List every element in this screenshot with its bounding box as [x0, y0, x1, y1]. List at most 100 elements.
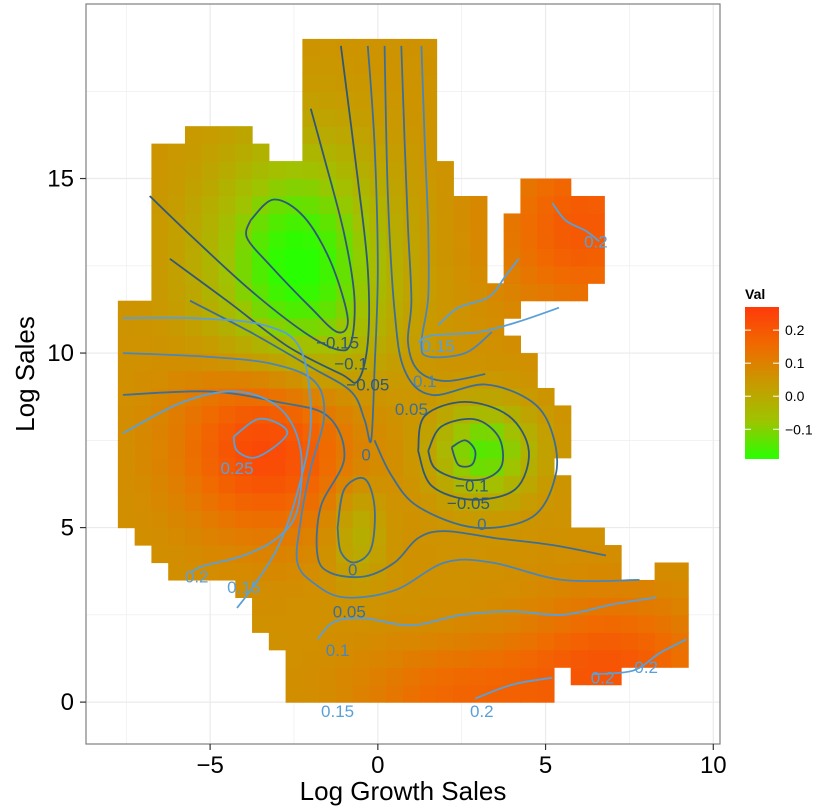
heat-tile: [537, 614, 555, 633]
heat-tile: [319, 56, 337, 75]
heat-tile: [403, 335, 421, 354]
heat-tile: [470, 422, 488, 441]
heat-tile: [168, 283, 186, 302]
heat-tile: [134, 475, 153, 494]
heat-tile: [436, 545, 454, 564]
heat-tile: [419, 579, 438, 598]
heat-tile: [503, 300, 521, 319]
heat-tile: [302, 38, 320, 57]
heat-tile: [621, 649, 639, 668]
heat-tile: [436, 370, 454, 389]
heat-tile: [486, 510, 505, 529]
heat-tile: [486, 353, 505, 372]
heat-tile: [537, 527, 555, 546]
heat-tile: [570, 527, 589, 546]
heat-tile: [319, 457, 337, 476]
heat-tile: [403, 56, 421, 75]
heat-tile: [403, 597, 421, 616]
heat-tile: [184, 230, 203, 249]
heat-tile: [352, 370, 371, 389]
heat-tile: [352, 667, 371, 686]
heat-tile: [218, 562, 236, 581]
heat-tile: [419, 73, 438, 92]
heat-tile: [470, 300, 488, 319]
heat-tile: [587, 195, 605, 215]
heat-tile: [268, 230, 287, 249]
heat-tile: [151, 370, 169, 389]
heat-tile: [419, 108, 438, 127]
heat-tile: [436, 230, 454, 249]
heat-tile: [134, 422, 153, 441]
heat-tile: [369, 195, 387, 215]
contour-line: [122, 390, 607, 579]
heat-tile: [151, 283, 169, 302]
heat-tile: [486, 387, 505, 407]
heat-tile: [520, 248, 538, 267]
heat-tile: [184, 510, 203, 529]
heat-tile: [436, 667, 454, 686]
heat-tile: [201, 422, 220, 441]
heat-tile: [403, 649, 421, 668]
heat-tile: [369, 667, 387, 686]
heat-tile: [201, 178, 220, 197]
heat-tile: [335, 684, 354, 703]
heat-tile: [671, 614, 689, 633]
heat-tile: [671, 579, 689, 598]
heat-tile: [117, 405, 136, 424]
heat-tile: [352, 230, 371, 249]
heat-tile: [352, 422, 371, 441]
heat-tile: [470, 213, 488, 232]
legend-tick-label: −0.1: [785, 421, 813, 437]
heat-tile: [553, 562, 572, 581]
heat-tile: [184, 213, 203, 232]
heat-tile: [335, 195, 354, 215]
heat-tile: [168, 248, 186, 267]
y-tick-label: 0: [61, 689, 74, 716]
heat-tile: [335, 283, 354, 302]
heat-tile: [319, 108, 337, 127]
heat-tile: [285, 161, 303, 180]
heat-tile: [436, 684, 454, 703]
heat-tile: [436, 562, 454, 581]
heat-tile: [201, 143, 220, 162]
heat-tile: [553, 213, 572, 232]
heat-tile: [117, 353, 136, 372]
heat-tile: [302, 300, 320, 319]
heat-tile: [587, 649, 605, 668]
heat-tile: [117, 318, 136, 337]
heat-tile: [252, 457, 270, 476]
heat-tile: [201, 318, 220, 337]
heat-tile: [252, 248, 270, 267]
y-tick-label: 15: [47, 166, 74, 193]
heat-tile: [570, 195, 589, 215]
heat-tile: [587, 265, 605, 284]
heat-tile: [436, 422, 454, 441]
heat-tile: [252, 510, 270, 529]
heat-tile: [419, 545, 438, 564]
heat-tile: [218, 161, 236, 180]
heat-tile: [184, 527, 203, 546]
heat-tile: [302, 632, 320, 651]
heat-tile: [520, 492, 538, 511]
heat-tile: [252, 562, 270, 581]
heat-tile: [252, 230, 270, 249]
heat-tile: [302, 649, 320, 668]
heat-tile: [637, 614, 656, 633]
heat-tile: [117, 492, 136, 511]
heat-tile: [184, 387, 203, 407]
heat-tile: [453, 230, 471, 249]
heat-tile: [184, 545, 203, 564]
heat-tile: [386, 545, 404, 564]
legend-ticks: 0.2 0.1 0.0 −0.1: [745, 322, 813, 437]
heat-tile: [470, 579, 488, 598]
heat-tile: [470, 387, 488, 407]
heat-tile: [369, 597, 387, 616]
heat-tile: [520, 649, 538, 668]
heat-tile: [369, 632, 387, 651]
heat-tile: [520, 353, 538, 372]
heat-tile: [587, 213, 605, 232]
heat-tile: [201, 440, 220, 459]
heat-tile: [453, 248, 471, 267]
heat-tile: [386, 73, 404, 92]
heat-tile: [201, 545, 220, 564]
